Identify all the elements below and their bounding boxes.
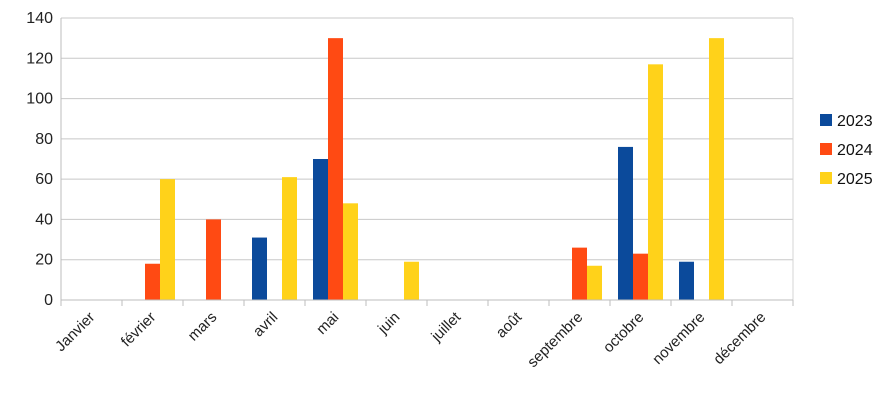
bar-2025-octobre [648, 64, 663, 300]
x-tick-label: mai [313, 309, 342, 338]
legend-swatch-2024 [820, 143, 832, 155]
y-tick-label: 120 [26, 50, 53, 67]
bar-2023-avril [252, 237, 267, 300]
x-tick-label: décembre [710, 309, 769, 368]
bar-2024-mars [206, 219, 221, 300]
legend-label-2025: 2025 [837, 171, 873, 188]
bar-2023-mai [313, 159, 328, 300]
x-tick-label: avril [250, 309, 281, 340]
x-tick-label: Janvier [52, 309, 98, 355]
bar-2025-mai [343, 203, 358, 300]
legend-label-2023: 2023 [837, 113, 873, 130]
bar-2025-septembre [587, 265, 602, 300]
gridlines [61, 17, 793, 301]
y-tick-label: 0 [44, 292, 53, 309]
x-tick-label: février [118, 309, 159, 350]
y-tick-label: 140 [26, 10, 53, 27]
bar-2024-septembre [572, 247, 587, 300]
bar-2025-avril [282, 177, 297, 300]
bar-2024-février [145, 263, 160, 300]
bars [145, 38, 724, 301]
x-axis: Janvier février mars avril mai juin juillet aoû… [52, 299, 794, 371]
y-tick-label: 60 [35, 171, 53, 188]
legend: 2023 2024 2025 [820, 113, 873, 188]
x-tick-label: novembre [649, 309, 708, 368]
y-tick-label: 100 [26, 91, 53, 108]
legend-label-2024: 2024 [837, 142, 873, 159]
y-tick-label: 20 [35, 252, 53, 269]
x-tick-label: juin [374, 309, 403, 338]
bar-2024-octobre [633, 253, 648, 300]
bar-2023-octobre [618, 146, 633, 300]
bar-2023-novembre [679, 261, 694, 300]
bar-2025-novembre [709, 38, 724, 301]
bar-2025-février [160, 179, 175, 300]
x-tick-label: juillet [427, 308, 464, 345]
x-tick-label: mars [185, 309, 221, 345]
x-tick-label: octobre [600, 309, 647, 356]
x-tick-label: août [493, 308, 526, 341]
x-tick-label: septembre [524, 309, 586, 371]
y-axis: 0 20 40 60 80 100 120 140 [26, 10, 794, 309]
y-tick-label: 40 [35, 211, 53, 228]
bar-2025-juin [404, 261, 419, 300]
legend-swatch-2023 [820, 114, 832, 126]
bar-2024-mai [328, 38, 343, 301]
legend-swatch-2025 [820, 172, 832, 184]
y-tick-label: 80 [35, 131, 53, 148]
